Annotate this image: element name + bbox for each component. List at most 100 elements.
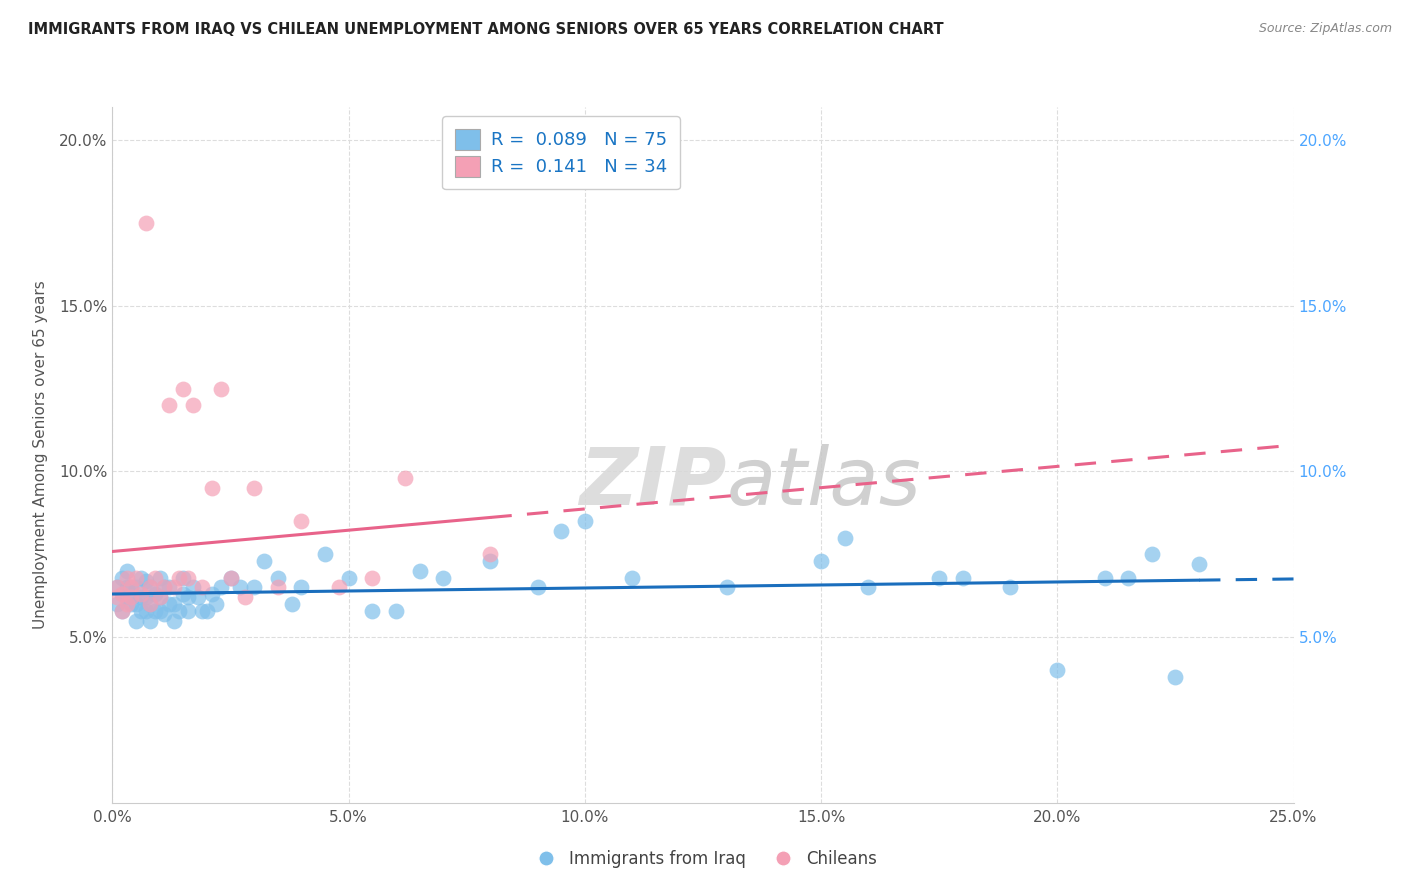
Point (139, 597, 162, 611)
Point (115, 564, 138, 578)
Point (163, 581, 186, 595)
Point (172, 587, 194, 601)
Point (290, 514, 312, 528)
Point (143, 570, 166, 584)
Point (120, 581, 142, 595)
Y-axis label: Unemployment Among Seniors over 65 years: Unemployment Among Seniors over 65 years (34, 281, 48, 629)
Point (157, 597, 180, 611)
Point (952, 570, 974, 584)
Legend: Immigrants from Iraq, Chileans: Immigrants from Iraq, Chileans (523, 843, 883, 874)
Point (135, 604, 157, 618)
Point (115, 597, 138, 611)
Point (209, 382, 232, 396)
Point (408, 564, 430, 578)
Point (574, 514, 596, 528)
Point (105, 581, 128, 595)
Point (243, 481, 266, 495)
Point (172, 382, 194, 396)
Point (314, 547, 336, 561)
Point (157, 581, 180, 595)
Point (111, 570, 134, 584)
Point (149, 591, 172, 605)
Point (139, 581, 162, 595)
Point (191, 604, 214, 618)
Point (177, 604, 200, 618)
Text: Source: ZipAtlas.com: Source: ZipAtlas.com (1258, 22, 1392, 36)
Point (834, 531, 856, 545)
Point (135, 574, 157, 588)
Point (181, 581, 204, 595)
Point (550, 524, 572, 538)
Point (111, 604, 134, 618)
Point (998, 581, 1021, 595)
Point (281, 597, 304, 611)
Point (219, 570, 242, 584)
Point (479, 547, 502, 561)
Point (621, 570, 644, 584)
Point (177, 570, 200, 584)
Point (139, 614, 162, 628)
Point (1116, 570, 1139, 584)
Point (105, 597, 128, 611)
Text: IMMIGRANTS FROM IRAQ VS CHILEAN UNEMPLOYMENT AMONG SENIORS OVER 65 YEARS CORRELA: IMMIGRANTS FROM IRAQ VS CHILEAN UNEMPLOY… (28, 22, 943, 37)
Point (526, 581, 548, 595)
Point (229, 581, 252, 595)
Point (361, 570, 384, 584)
Point (120, 597, 142, 611)
Point (157, 398, 180, 412)
Point (125, 614, 148, 628)
Point (135, 216, 157, 230)
Point (105, 591, 128, 605)
Point (163, 597, 186, 611)
Point (1188, 558, 1211, 572)
Point (115, 581, 138, 595)
Point (149, 604, 172, 618)
Text: ZIP: ZIP (579, 443, 727, 522)
Point (201, 481, 224, 495)
Point (172, 570, 194, 584)
Point (858, 581, 880, 595)
Point (1140, 547, 1163, 561)
Point (167, 570, 190, 584)
Point (337, 570, 360, 584)
Point (153, 581, 176, 595)
Point (191, 581, 214, 595)
Point (195, 604, 218, 618)
Point (163, 614, 186, 628)
Point (129, 591, 152, 605)
Point (328, 581, 350, 595)
Point (143, 604, 166, 618)
Point (243, 581, 266, 595)
Point (111, 587, 134, 601)
Point (1164, 670, 1187, 684)
Point (167, 604, 190, 618)
Point (1094, 570, 1116, 584)
Point (479, 554, 502, 568)
Point (716, 581, 738, 595)
Point (129, 570, 152, 584)
Point (181, 398, 204, 412)
Point (153, 581, 176, 595)
Point (129, 587, 152, 601)
Point (129, 604, 152, 618)
Point (267, 581, 290, 595)
Point (143, 587, 166, 601)
Point (267, 570, 290, 584)
Point (219, 570, 242, 584)
Point (115, 570, 138, 584)
Point (177, 591, 200, 605)
Point (111, 604, 134, 618)
Point (115, 591, 138, 605)
Point (135, 591, 157, 605)
Point (139, 581, 162, 595)
Point (125, 570, 148, 584)
Point (385, 604, 408, 618)
Point (394, 471, 416, 485)
Point (205, 597, 228, 611)
Point (120, 581, 142, 595)
Point (125, 581, 148, 595)
Point (105, 581, 128, 595)
Point (186, 591, 208, 605)
Point (253, 554, 276, 568)
Point (139, 597, 162, 611)
